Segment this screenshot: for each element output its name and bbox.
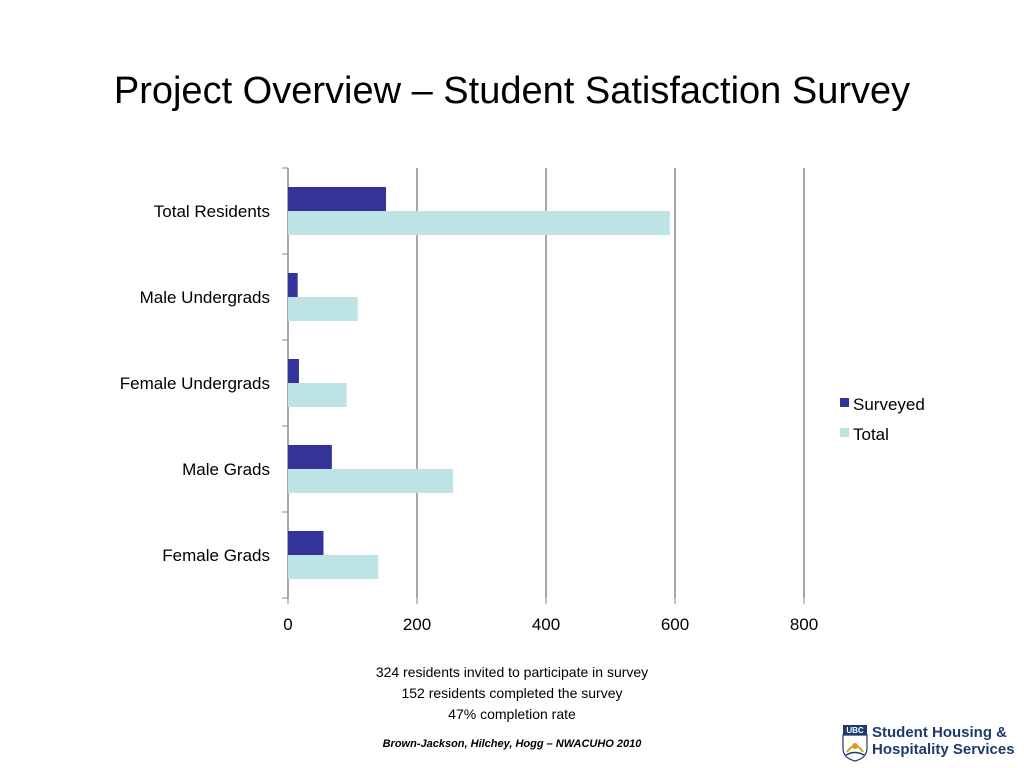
survey-notes: 324 residents invited to participate in … bbox=[312, 662, 712, 725]
x-tick-label: 200 bbox=[403, 615, 431, 634]
legend-swatch-surveyed bbox=[840, 398, 849, 407]
legend-swatch-total bbox=[840, 428, 849, 437]
x-tick-label: 600 bbox=[661, 615, 689, 634]
bars bbox=[288, 187, 670, 579]
x-tick-label: 0 bbox=[283, 615, 292, 634]
crest-text: UBC bbox=[846, 726, 864, 735]
citation: Brown-Jackson, Hilchey, Hogg – NWACUHO 2… bbox=[382, 738, 642, 750]
category-label: Female Grads bbox=[162, 546, 270, 565]
legend-label-surveyed: Surveyed bbox=[853, 395, 925, 414]
category-label: Male Undergrads bbox=[140, 288, 270, 307]
bar-total-3 bbox=[288, 469, 454, 493]
category-label: Total Residents bbox=[154, 202, 270, 221]
bar-chart: 0 200 400 600 800 Total Residents Male Undergr… bbox=[120, 167, 925, 634]
bar-surveyed-4 bbox=[288, 531, 324, 555]
category-label: Male Grads bbox=[182, 460, 270, 479]
category-label: Female Undergrads bbox=[120, 374, 270, 393]
logo-line-2: Hospitality Services bbox=[872, 741, 1015, 758]
logo-line-1: Student Housing & bbox=[872, 724, 1007, 741]
bar-surveyed-3 bbox=[288, 445, 332, 469]
logo-wordmark: Student Housing & Hospitality Services bbox=[872, 724, 1015, 758]
note-invited: 324 residents invited to participate in … bbox=[375, 664, 649, 680]
legend: Surveyed Total bbox=[840, 395, 925, 444]
bar-total-0 bbox=[288, 211, 670, 235]
legend-label-total: Total bbox=[853, 425, 889, 444]
x-tick-label: 400 bbox=[532, 615, 560, 634]
bar-surveyed-1 bbox=[288, 273, 298, 297]
bar-surveyed-0 bbox=[288, 187, 387, 211]
x-tick-label: 800 bbox=[790, 615, 818, 634]
note-completed: 152 residents completed the survey bbox=[401, 685, 623, 701]
bar-surveyed-2 bbox=[288, 359, 299, 383]
page-title: Project Overview – Student Satisfaction … bbox=[113, 70, 911, 112]
bar-total-2 bbox=[288, 383, 347, 407]
gridlines bbox=[416, 168, 805, 598]
note-completion-rate: 47% completion rate bbox=[448, 706, 576, 722]
ubc-crest-icon: UBC bbox=[842, 725, 868, 762]
ubc-housing-logo: UBC Student Housing & Hospitality Servic… bbox=[842, 724, 1020, 764]
bar-total-1 bbox=[288, 297, 358, 321]
bar-total-4 bbox=[288, 555, 379, 579]
labels: 0 200 400 600 800 Total Residents Male Undergr… bbox=[120, 202, 818, 634]
